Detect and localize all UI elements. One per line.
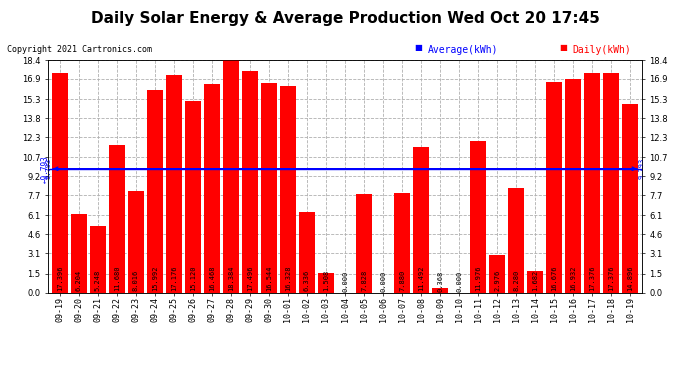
- Bar: [318, 273, 334, 292]
- Bar: [509, 188, 524, 292]
- Text: 5.248: 5.248: [95, 270, 101, 291]
- Bar: [204, 84, 219, 292]
- Text: 8.280: 8.280: [513, 270, 519, 291]
- Text: 7.880: 7.880: [399, 270, 405, 291]
- Text: Daily(kWh): Daily(kWh): [573, 45, 631, 55]
- Text: 9.793: 9.793: [638, 158, 644, 179]
- Bar: [471, 141, 486, 292]
- Text: 1.508: 1.508: [323, 270, 329, 291]
- Text: Average(kWh): Average(kWh): [428, 45, 498, 55]
- Text: 0.000: 0.000: [342, 271, 348, 292]
- Bar: [166, 75, 181, 292]
- Bar: [109, 145, 125, 292]
- Text: 17.396: 17.396: [57, 266, 63, 291]
- Text: 15.992: 15.992: [152, 266, 158, 291]
- Text: 2.976: 2.976: [494, 270, 500, 291]
- Bar: [223, 60, 239, 292]
- Text: 1.682: 1.682: [532, 270, 538, 291]
- Text: 16.328: 16.328: [285, 266, 291, 291]
- Text: 11.976: 11.976: [475, 266, 481, 291]
- Text: 16.676: 16.676: [551, 266, 558, 291]
- Bar: [90, 226, 106, 292]
- Bar: [128, 191, 144, 292]
- Text: 9.793: 9.793: [46, 158, 52, 179]
- Bar: [527, 271, 543, 292]
- Text: 17.376: 17.376: [589, 266, 595, 291]
- Bar: [433, 288, 448, 292]
- Bar: [299, 213, 315, 292]
- Text: ■: ■: [559, 43, 566, 52]
- Text: Daily Solar Energy & Average Production Wed Oct 20 17:45: Daily Solar Energy & Average Production …: [90, 11, 600, 26]
- Bar: [52, 73, 68, 292]
- Bar: [622, 104, 638, 292]
- Text: Copyright 2021 Cartronics.com: Copyright 2021 Cartronics.com: [7, 45, 152, 54]
- Bar: [356, 194, 372, 292]
- Bar: [546, 82, 562, 292]
- Text: 16.932: 16.932: [570, 266, 576, 291]
- Text: ←9.793: ←9.793: [40, 155, 49, 183]
- Text: 8.016: 8.016: [132, 270, 139, 291]
- Text: 6.336: 6.336: [304, 270, 310, 291]
- Text: 15.120: 15.120: [190, 266, 196, 291]
- Text: 17.376: 17.376: [609, 266, 614, 291]
- Text: 6.204: 6.204: [76, 270, 81, 291]
- Text: 11.492: 11.492: [418, 266, 424, 291]
- Text: 0.000: 0.000: [456, 271, 462, 292]
- Bar: [185, 102, 201, 292]
- Text: 17.496: 17.496: [247, 266, 253, 291]
- Bar: [565, 78, 581, 292]
- Text: 17.176: 17.176: [171, 266, 177, 291]
- Bar: [280, 86, 296, 292]
- Bar: [584, 73, 600, 292]
- Text: 16.544: 16.544: [266, 266, 272, 291]
- Text: 14.896: 14.896: [627, 266, 633, 291]
- Text: 0.000: 0.000: [380, 271, 386, 292]
- Bar: [242, 71, 257, 292]
- Text: 16.468: 16.468: [209, 266, 215, 291]
- Bar: [147, 90, 163, 292]
- Bar: [71, 214, 86, 292]
- Text: 11.680: 11.680: [114, 266, 120, 291]
- Bar: [394, 193, 410, 292]
- Text: 0.368: 0.368: [437, 271, 443, 292]
- Bar: [413, 147, 429, 292]
- Bar: [261, 84, 277, 292]
- Text: ■: ■: [414, 43, 422, 52]
- Bar: [604, 73, 619, 292]
- Bar: [489, 255, 505, 292]
- Text: 18.384: 18.384: [228, 266, 234, 291]
- Text: 7.828: 7.828: [361, 270, 367, 291]
